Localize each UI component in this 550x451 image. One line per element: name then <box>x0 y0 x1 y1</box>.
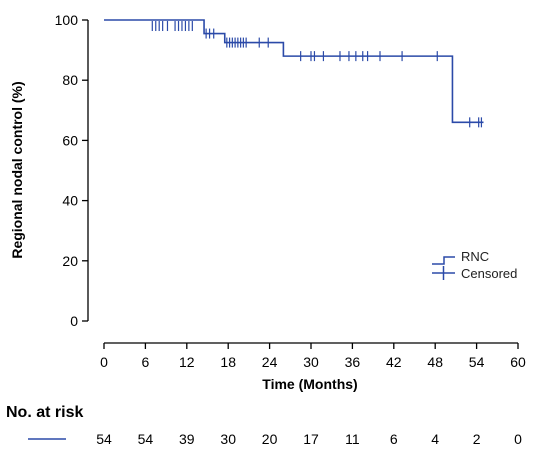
x-tick-label: 24 <box>262 354 278 370</box>
y-tick-label: 40 <box>62 193 78 209</box>
risk-value: 17 <box>303 431 319 447</box>
risk-value: 20 <box>262 431 278 447</box>
risk-value: 2 <box>473 431 481 447</box>
x-tick-label: 6 <box>142 354 150 370</box>
plot-area <box>104 19 484 128</box>
x-tick-label: 54 <box>469 354 485 370</box>
risk-value: 0 <box>514 431 522 447</box>
legend: RNC Censored <box>432 249 517 281</box>
series-line-rnc <box>104 19 484 124</box>
risk-value: 4 <box>431 431 439 447</box>
legend-step-symbol <box>432 256 455 265</box>
x-tick-label: 42 <box>386 354 402 370</box>
risk-value: 54 <box>96 431 112 447</box>
y-axis-title: Regional nodal control (%) <box>9 81 25 258</box>
legend-label-rnc: RNC <box>461 249 489 264</box>
risk-value: 39 <box>179 431 195 447</box>
y-tick-label: 100 <box>55 12 79 28</box>
risk-value: 30 <box>220 431 236 447</box>
y-tick-label: 60 <box>62 132 78 148</box>
y-ticks: 0 20 40 60 80 100 <box>55 12 88 329</box>
y-tick-label: 0 <box>70 313 78 329</box>
x-ticks: 0 6 12 18 24 30 36 42 48 54 60 <box>100 343 526 370</box>
x-tick-label: 48 <box>427 354 443 370</box>
x-axis-title: Time (Months) <box>262 376 357 392</box>
x-tick-label: 18 <box>220 354 236 370</box>
x-tick-label: 12 <box>179 354 195 370</box>
x-tick-label: 36 <box>345 354 361 370</box>
risk-value: 54 <box>138 431 154 447</box>
legend-label-censored: Censored <box>461 266 517 281</box>
x-tick-label: 30 <box>303 354 319 370</box>
y-tick-label: 20 <box>62 253 78 269</box>
risk-value: 11 <box>345 431 360 447</box>
censor-marks <box>151 21 483 128</box>
risk-table: No. at risk 54 54 39 30 20 17 11 6 4 2 0 <box>6 404 522 447</box>
axes: 0 20 40 60 80 100 0 6 12 18 24 30 36 42 48 54 60 Region… <box>9 12 526 392</box>
risk-values: 54 54 39 30 20 17 11 6 4 2 0 <box>96 431 522 447</box>
x-tick-label: 60 <box>510 354 526 370</box>
risk-table-title: No. at risk <box>6 404 83 421</box>
legend-plus-symbol <box>432 266 455 280</box>
risk-value: 6 <box>390 431 398 447</box>
y-tick-label: 80 <box>62 72 78 88</box>
x-tick-label: 0 <box>100 354 108 370</box>
